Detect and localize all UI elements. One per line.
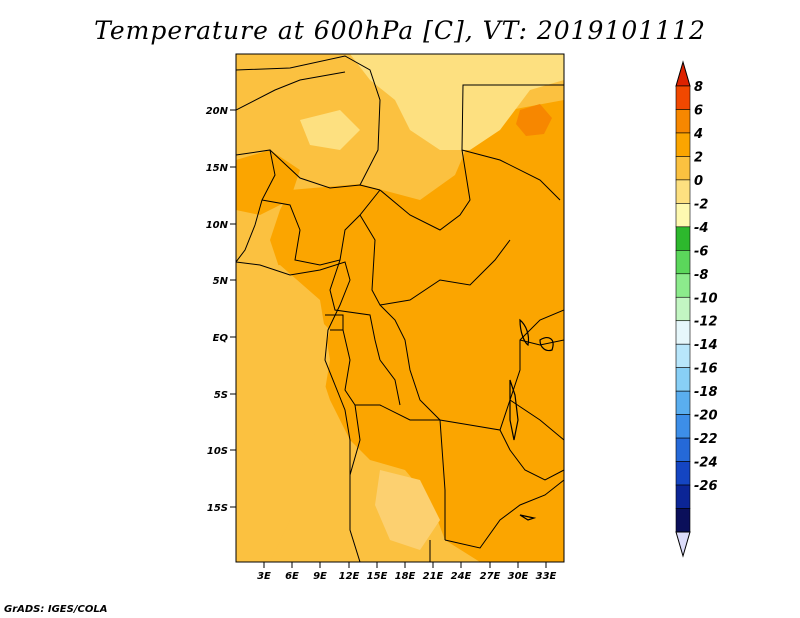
coastline — [236, 261, 351, 475]
colorbar-label: -14 — [694, 338, 718, 353]
lon-label-27e: 27E — [480, 571, 501, 582]
lat-label-15s: 15S — [207, 503, 228, 514]
colorbar-segment — [675, 484, 691, 509]
colorbar-segment — [675, 85, 691, 110]
colorbar-label: -10 — [694, 291, 718, 306]
warm-region-west — [236, 150, 300, 215]
colorbar-label: -22 — [694, 432, 718, 447]
lake-outlines — [509, 318, 554, 521]
lat-label-5n: 5N — [213, 276, 229, 287]
colorbar-bottom-triangle — [675, 531, 691, 558]
lon-label-33e: 33E — [536, 571, 557, 582]
lon-label-24e: 24E — [451, 571, 472, 582]
colorbar-segment — [675, 343, 691, 368]
lon-label-3e: 3E — [257, 571, 271, 582]
colorbar-label: 0 — [694, 174, 703, 189]
pale-patch-south — [375, 470, 440, 550]
cool-patch-northwest — [300, 110, 360, 150]
colorbar-segment — [675, 414, 691, 439]
lat-label-10n: 10N — [206, 220, 229, 231]
longitude-axis: 3E 6E 9E 12E 15E 18E 21E 24E 27E 30E 33E — [257, 562, 557, 582]
colorbar-segment — [675, 132, 691, 157]
colorbar-segment — [675, 156, 691, 181]
colorbar-label: -26 — [694, 479, 718, 494]
colorbar-segment — [675, 203, 691, 228]
colorbar-segment — [675, 296, 691, 322]
colorbar-label: 4 — [693, 127, 703, 142]
colorbar-top-triangle — [675, 60, 691, 87]
lat-label-5s: 5S — [214, 390, 228, 401]
latitude-axis: 20N 15N 10N 5N EQ 5S 10S 15S — [206, 106, 236, 514]
colorbar-segment — [675, 273, 691, 298]
lon-label-6e: 6E — [285, 571, 299, 582]
grads-credit: GrADS: IGES/COLA — [4, 604, 108, 615]
colorbar-label: -20 — [694, 409, 718, 424]
lon-label-9e: 9E — [313, 571, 327, 582]
colorbar-label: -18 — [694, 385, 718, 400]
map-frame — [235, 53, 565, 563]
colorbar-segment — [675, 250, 691, 275]
colorbar-segment — [675, 320, 691, 345]
colorbar-label: -6 — [694, 244, 708, 259]
colorbar-label: -12 — [694, 315, 718, 330]
colorbar-segment — [675, 109, 691, 134]
colorbar-segment — [675, 437, 691, 462]
lat-label-15n: 15N — [206, 163, 229, 174]
colorbar-segment — [675, 226, 691, 251]
colorbar-label: -16 — [694, 362, 718, 377]
warm-region-central — [270, 100, 564, 562]
lat-label-10s: 10S — [207, 446, 228, 457]
temperature-field — [236, 54, 564, 562]
colorbar-label: -8 — [694, 268, 708, 283]
lon-label-21e: 21E — [423, 571, 444, 582]
colorbar: 8 6 4 2 0 -2 -4 -6 -8 -10 -12 -14 -16 -18 -20 -22 -24 -26 — [675, 60, 718, 558]
lat-label-20n: 20N — [206, 106, 229, 117]
colorbar-segment — [675, 508, 691, 533]
colorbar-label: 6 — [694, 103, 703, 118]
colorbar-label: 2 — [694, 150, 703, 165]
cool-region-north — [350, 54, 564, 150]
lon-label-12e: 12E — [339, 571, 360, 582]
hot-spot-northeast — [516, 104, 552, 136]
lon-label-30e: 30E — [508, 571, 529, 582]
colorbar-segment — [675, 461, 691, 486]
map-title: Temperature at 600hPa [C], VT: 201910111… — [94, 16, 706, 45]
colorbar-label: -2 — [694, 197, 708, 212]
lon-label-15e: 15E — [367, 571, 388, 582]
colorbar-label: -24 — [694, 456, 718, 471]
colorbar-label: 8 — [694, 80, 703, 95]
colorbar-segment — [675, 367, 691, 392]
colorbar-label: -4 — [694, 221, 708, 236]
colorbar-segment — [675, 179, 691, 204]
lon-label-18e: 18E — [395, 571, 416, 582]
colorbar-segment — [675, 390, 691, 415]
lat-label-eq: EQ — [213, 333, 229, 344]
cool-region-southwest — [236, 265, 330, 562]
